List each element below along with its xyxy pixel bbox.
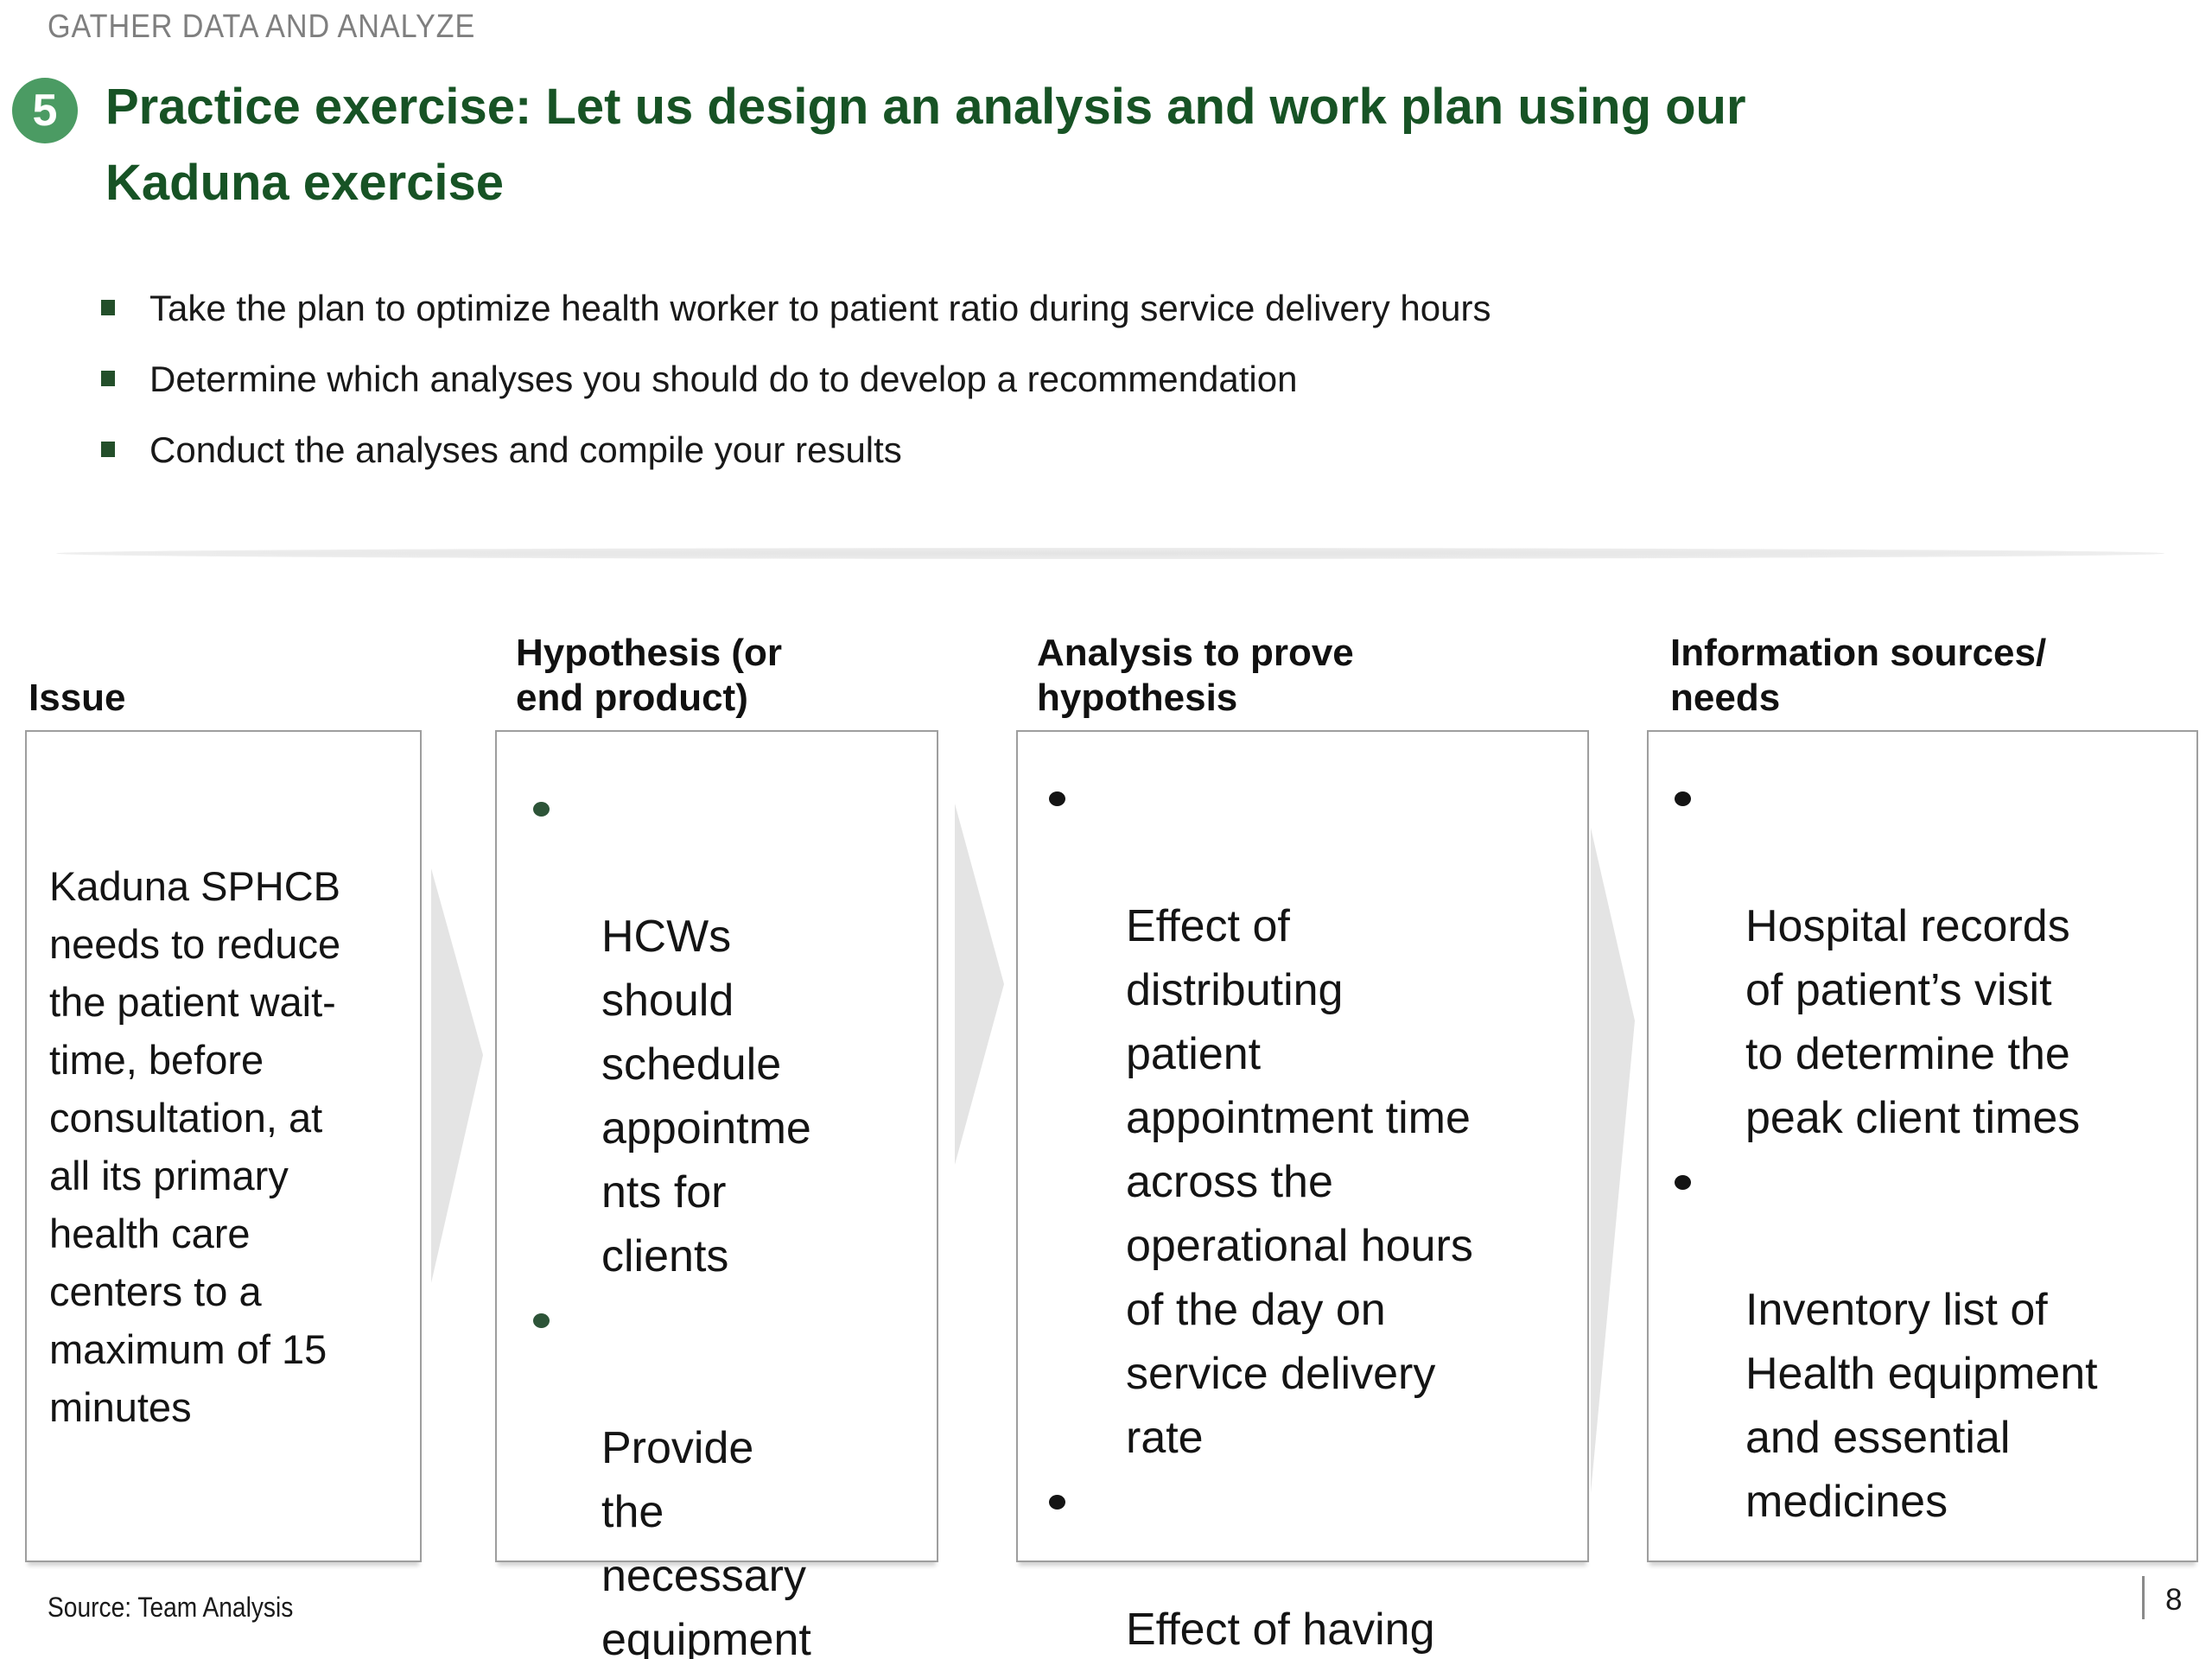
hypothesis-item-text: HCWs should schedule appointme nts for c… — [601, 912, 811, 1281]
step-number-badge: 5 — [12, 78, 78, 143]
column-header-issue: Issue — [29, 677, 126, 719]
square-bullet-icon — [101, 300, 115, 315]
intro-bullet-item: Determine which analyses you should do t… — [99, 358, 2113, 401]
right-arrow-icon — [955, 804, 1004, 1165]
section-divider — [56, 548, 2164, 559]
issue-text: Kaduna SPHCB needs to reduce the patient… — [49, 862, 341, 1430]
round-bullet-icon — [1675, 1175, 1691, 1190]
intro-bullet-list: Take the plan to optimize health worker … — [99, 287, 2113, 499]
square-bullet-icon — [101, 371, 115, 386]
hypothesis-list: HCWs should schedule appointme nts for c… — [497, 777, 937, 1659]
page-number: 8 — [2165, 1583, 2183, 1617]
analysis-item-text: Effect of having the requisite working t… — [1126, 1605, 1435, 1655]
intro-bullet-item: Take the plan to optimize health worker … — [99, 287, 2113, 330]
right-arrow-icon — [1591, 828, 1635, 1493]
source-note: Source: Team Analysis — [48, 1592, 294, 1623]
page-number-divider — [2142, 1576, 2145, 1619]
column-header-analysis: Analysis to prove hypothesis — [1037, 632, 1354, 719]
issue-box: Kaduna SPHCB needs to reduce the patient… — [25, 730, 422, 1562]
round-bullet-icon — [1049, 1495, 1065, 1510]
column-header-information-sources: Information sources/ needs — [1670, 632, 2047, 719]
list-item: Effect of distributing patient appointme… — [1018, 766, 1587, 1470]
list-item: Inventory list of Health equipment and e… — [1649, 1150, 2196, 1534]
analysis-box: Effect of distributing patient appointme… — [1016, 730, 1589, 1655]
column-header-hypothesis: Hypothesis (or end product) — [516, 632, 783, 719]
intro-bullet-text: Take the plan to optimize health worker … — [149, 288, 1491, 328]
right-arrow-icon — [431, 868, 483, 1283]
information-item-text: Inventory list of Health equipment and e… — [1745, 1285, 2098, 1527]
list-item: HCWs should schedule appointme nts for c… — [497, 777, 937, 1288]
list-item: Hospital records of patient’s visit to d… — [1649, 766, 2196, 1150]
round-bullet-icon — [1675, 791, 1691, 806]
step-number: 5 — [32, 86, 58, 136]
hypothesis-box: HCWs should schedule appointme nts for c… — [495, 730, 938, 1659]
intro-bullet-text: Conduct the analyses and compile your re… — [149, 429, 902, 470]
round-bullet-icon — [533, 802, 550, 817]
section-kicker: GATHER DATA AND ANALYZE — [48, 9, 476, 45]
analysis-list: Effect of distributing patient appointme… — [1018, 766, 1587, 1659]
intro-bullet-text: Determine which analyses you should do t… — [149, 359, 1298, 399]
list-item: Provide the necessary equipment to deliv… — [497, 1288, 937, 1659]
round-bullet-icon — [1049, 791, 1065, 806]
intro-bullet-item: Conduct the analyses and compile your re… — [99, 429, 2113, 472]
square-bullet-icon — [101, 442, 115, 457]
slide-title: Practice exercise: Let us design an anal… — [105, 79, 1746, 211]
list-item: Effect of having the requisite working t… — [1018, 1470, 1587, 1659]
hypothesis-item-text: Provide the necessary equipment to deliv… — [601, 1423, 811, 1659]
information-sources-list: Hospital records of patient’s visit to d… — [1649, 766, 2196, 1534]
information-sources-box: Hospital records of patient’s visit to d… — [1647, 730, 2198, 1562]
round-bullet-icon — [533, 1313, 550, 1328]
information-item-text: Hospital records of patient’s visit to d… — [1745, 901, 2081, 1143]
analysis-item-text: Effect of distributing patient appointme… — [1126, 901, 1473, 1463]
